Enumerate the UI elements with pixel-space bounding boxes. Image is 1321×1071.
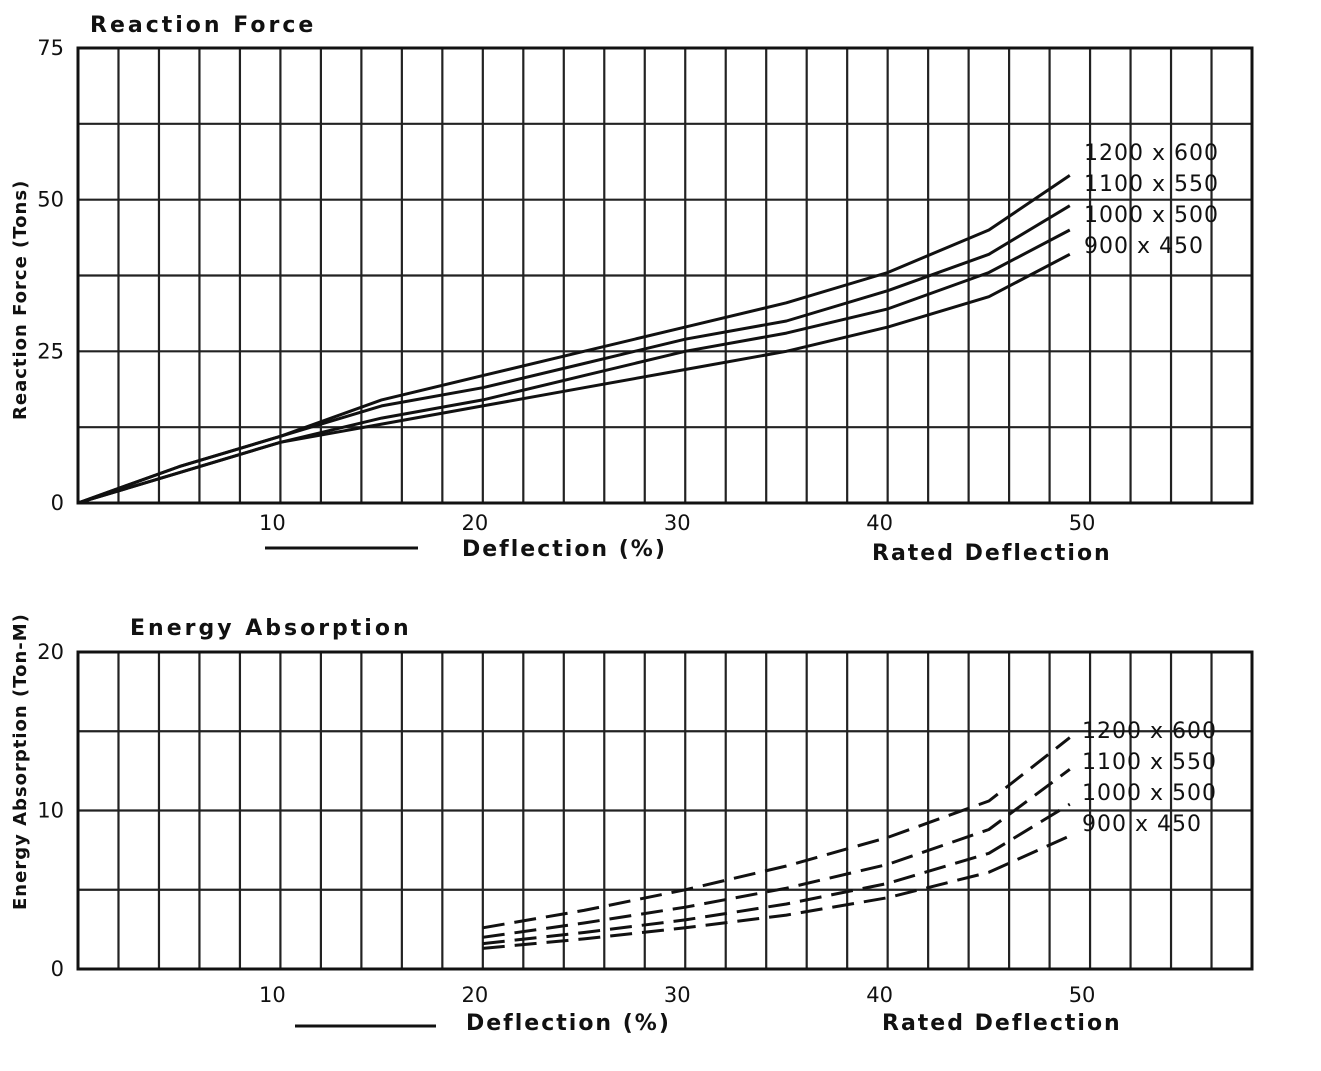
- reaction-force-chart: Reaction Force 0 25 50 75 10 20 30 40 50 1200 x…: [10, 13, 1254, 566]
- series-line: [482, 802, 1071, 946]
- series-line: [482, 736, 1071, 930]
- series-lines: [482, 736, 1071, 950]
- legend-entry: 1000 x 500: [1084, 203, 1219, 228]
- legend-entry: 1200 x 600: [1082, 719, 1217, 744]
- x-tick-label: 10: [259, 511, 286, 535]
- x-axis-label: Deflection (%): [462, 537, 667, 562]
- x-tick-label: 50: [1069, 511, 1096, 535]
- series-line: [77, 252, 1071, 505]
- y-tick-label: 0: [51, 491, 64, 515]
- y-tick-label: 0: [51, 957, 64, 981]
- legend: 1200 x 600 1100 x 550 1000 x 500 900 x 450: [1084, 141, 1219, 259]
- y-tick-labels: 0 10 20: [37, 640, 64, 981]
- y-tick-label: 10: [37, 799, 64, 823]
- x-tick-label: 10: [259, 983, 286, 1007]
- legend-entry: 1000 x 500: [1082, 781, 1217, 806]
- series-line: [482, 768, 1071, 939]
- x-tick-labels: 10 20 30 40 50: [259, 511, 1095, 535]
- grid: [78, 48, 1252, 503]
- y-tick-labels: 0 25 50 75: [37, 36, 64, 515]
- chart-title: Energy Absorption: [130, 616, 412, 641]
- legend-entry: 900 x 450: [1084, 234, 1204, 259]
- series-line: [482, 834, 1071, 950]
- x-tick-label: 20: [461, 983, 488, 1007]
- x-tick-labels: 10 20 30 40 50: [259, 983, 1095, 1007]
- y-tick-label: 25: [37, 339, 64, 363]
- rated-deflection-label: Rated Deflection: [882, 1011, 1122, 1036]
- legend-entry: 1200 x 600: [1084, 141, 1219, 166]
- plot-frame: [76, 650, 1254, 971]
- series-lines: [77, 174, 1071, 505]
- series-line: [77, 204, 1071, 505]
- grid: [78, 652, 1252, 969]
- y-tick-label: 50: [37, 188, 64, 212]
- x-axis-label: Deflection (%): [466, 1011, 671, 1036]
- rated-deflection-label: Rated Deflection: [872, 541, 1112, 566]
- plot-frame: [76, 46, 1254, 505]
- x-tick-label: 30: [664, 983, 691, 1007]
- y-tick-label: 20: [37, 640, 64, 664]
- x-tick-label: 40: [866, 511, 893, 535]
- legend-entry: 1100 x 550: [1082, 750, 1217, 775]
- x-tick-label: 50: [1069, 983, 1096, 1007]
- x-tick-label: 30: [664, 511, 691, 535]
- y-axis-label: Reaction Force (Tons): [10, 180, 31, 420]
- x-tick-label: 40: [866, 983, 893, 1007]
- y-axis-label: Energy Absorption (Ton-M): [10, 613, 31, 910]
- chart-title: Reaction Force: [90, 13, 316, 38]
- y-tick-label: 75: [37, 36, 64, 60]
- legend-entry: 1100 x 550: [1084, 172, 1219, 197]
- energy-absorption-chart: Energy Absorption 0 10 20 10 20 30 40 50 1200 …: [10, 613, 1254, 1036]
- legend: 1200 x 600 1100 x 550 1000 x 500 900 x 450: [1082, 719, 1217, 837]
- x-tick-label: 20: [461, 511, 488, 535]
- legend-entry: 900 x 450: [1082, 812, 1202, 837]
